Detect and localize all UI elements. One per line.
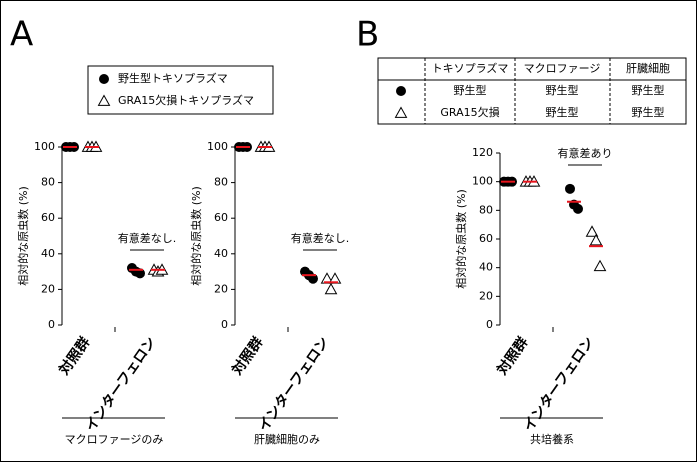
legend-label: GRA15欠損トキソプラズマ <box>118 93 254 107</box>
data-point <box>585 225 599 237</box>
y-tick-label: 80 <box>41 176 55 189</box>
table-marker <box>396 86 406 96</box>
data-point <box>589 233 603 246</box>
data-point <box>573 203 583 214</box>
y-axis-label: 相対的な原虫数 (%) <box>16 186 30 286</box>
y-tick-label: 60 <box>479 232 493 245</box>
table-cell: GRA15欠損 <box>440 105 499 119</box>
y-tick-label: 20 <box>479 289 493 302</box>
panel-letter: B <box>356 15 379 55</box>
y-tick-label: 20 <box>41 282 55 295</box>
table-header: トキソプラズマ <box>432 61 509 75</box>
y-tick-label: 40 <box>479 261 493 274</box>
y-axis-label: 相対的な原虫数 (%) <box>454 189 468 289</box>
y-tick-label: 0 <box>486 318 493 331</box>
annotation: 有意差なし. <box>291 231 350 245</box>
y-tick-label: 40 <box>214 247 228 260</box>
data-point <box>565 183 575 194</box>
data-point <box>135 268 145 279</box>
x-axis-label: 共培養系 <box>530 432 574 446</box>
y-tick-label: 0 <box>221 318 228 331</box>
y-tick-label: 60 <box>214 211 228 224</box>
table-header: 肝臓細胞 <box>626 62 670 75</box>
y-tick-label: 120 <box>472 146 493 159</box>
y-tick-label: 100 <box>207 140 228 153</box>
x-axis-label: 肝臓細胞のみ <box>254 433 320 446</box>
y-tick-label: 100 <box>34 140 55 153</box>
annotation: 有意差あり <box>558 146 613 160</box>
legend-label: 野生型トキソプラズマ <box>118 71 228 85</box>
y-tick-label: 80 <box>214 176 228 189</box>
data-point <box>593 259 607 272</box>
y-tick-label: 0 <box>48 318 55 331</box>
table-cell: 野生型 <box>632 83 665 97</box>
y-tick-label: 20 <box>214 282 228 295</box>
legend-marker <box>97 94 111 106</box>
y-tick-label: 100 <box>472 175 493 188</box>
table-header: マクロファージ <box>524 62 601 75</box>
table-box <box>377 57 687 125</box>
table-cell: 野生型 <box>546 83 579 97</box>
x-axis-label: マクロファージのみ <box>65 433 164 446</box>
y-axis-label: 相対的な原虫数 (%) <box>189 186 203 286</box>
table-cell: 野生型 <box>632 105 665 119</box>
data-point <box>308 273 318 284</box>
panel-letter: A <box>10 15 33 55</box>
table-cell: 野生型 <box>546 105 579 119</box>
table-cell: 野生型 <box>454 83 487 97</box>
annotation: 有意差なし. <box>118 231 177 245</box>
legend-marker <box>99 74 109 84</box>
legend-box <box>87 65 274 115</box>
table-marker <box>394 106 408 118</box>
data-point <box>324 282 338 295</box>
y-tick-label: 80 <box>479 203 493 216</box>
y-tick-label: 60 <box>41 211 55 224</box>
y-tick-label: 40 <box>41 247 55 260</box>
